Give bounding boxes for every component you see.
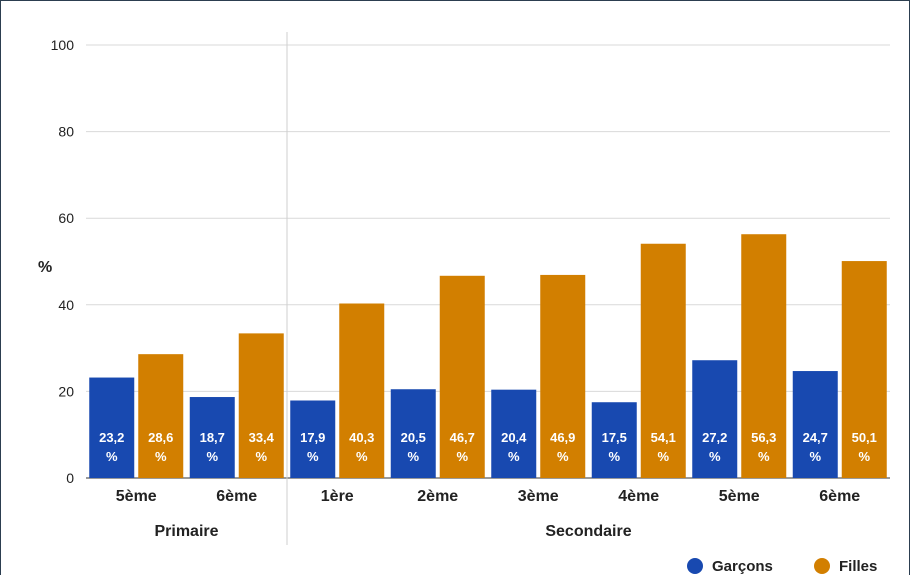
data-label: 46,9 — [550, 430, 575, 445]
data-label-unit: % — [758, 449, 770, 464]
y-tick-label: 100 — [51, 37, 75, 53]
x-tick-label: 4ème — [618, 488, 659, 505]
x-group-label: Secondaire — [545, 523, 631, 540]
data-label-unit: % — [608, 449, 620, 464]
bar-garcons — [692, 360, 738, 478]
data-label-unit: % — [709, 449, 721, 464]
y-tick-label: 40 — [58, 297, 74, 313]
data-label: 17,5 — [602, 430, 627, 445]
bar-filles — [841, 261, 887, 478]
legend-label: Filles — [839, 558, 877, 575]
data-label: 17,9 — [300, 430, 325, 445]
bar-garcons — [189, 397, 235, 478]
data-label: 18,7 — [200, 430, 225, 445]
bar-filles — [741, 234, 787, 478]
data-label: 27,2 — [702, 430, 727, 445]
data-label-unit: % — [407, 449, 419, 464]
data-label: 20,5 — [401, 430, 426, 445]
data-label-unit: % — [356, 449, 368, 464]
legend-label: Garçons — [712, 558, 773, 575]
legend-marker — [814, 558, 830, 574]
x-group-label: Primaire — [154, 523, 218, 540]
y-tick-label: 20 — [58, 383, 74, 399]
bar-garcons — [390, 389, 436, 478]
data-label-unit: % — [106, 449, 118, 464]
x-tick-label: 1ère — [321, 488, 354, 505]
data-label: 20,4 — [501, 430, 527, 445]
data-label: 46,7 — [450, 430, 475, 445]
data-label-unit: % — [657, 449, 669, 464]
x-tick-label: 6ème — [216, 488, 257, 505]
data-label-unit: % — [206, 449, 218, 464]
bar-filles — [540, 274, 586, 478]
bar-garcons — [591, 402, 637, 478]
data-label: 28,6 — [148, 430, 173, 445]
bar-garcons — [89, 377, 135, 478]
data-label: 50,1 — [852, 430, 877, 445]
bar-filles — [640, 243, 686, 478]
bar-filles — [339, 303, 385, 478]
x-tick-label: 6ème — [819, 488, 860, 505]
data-label: 54,1 — [651, 430, 676, 445]
data-label-unit: % — [307, 449, 319, 464]
data-label-unit: % — [809, 449, 821, 464]
y-axis-label: % — [38, 259, 52, 276]
y-tick-label: 80 — [58, 124, 74, 140]
bar-filles — [439, 275, 485, 478]
bar-garcons — [290, 400, 336, 478]
data-label-unit: % — [456, 449, 468, 464]
y-tick-label: 60 — [58, 210, 74, 226]
data-label-unit: % — [858, 449, 870, 464]
data-label: 56,3 — [751, 430, 776, 445]
data-label-unit: % — [508, 449, 520, 464]
x-tick-label: 2ème — [417, 488, 458, 505]
data-label-unit: % — [155, 449, 167, 464]
bar-filles — [238, 333, 284, 478]
data-label: 33,4 — [249, 430, 275, 445]
data-label-unit: % — [557, 449, 569, 464]
bar-filles — [138, 354, 184, 478]
data-label: 24,7 — [803, 430, 828, 445]
x-tick-label: 5ème — [719, 488, 760, 505]
bar-garcons — [792, 371, 838, 478]
data-label-unit: % — [255, 449, 267, 464]
x-tick-label: 3ème — [518, 488, 559, 505]
data-label: 23,2 — [99, 430, 124, 445]
bar-garcons — [491, 389, 537, 478]
legend-marker — [687, 558, 703, 574]
x-tick-label: 5ème — [116, 488, 157, 505]
data-label: 40,3 — [349, 430, 374, 445]
y-tick-label: 0 — [66, 470, 74, 486]
